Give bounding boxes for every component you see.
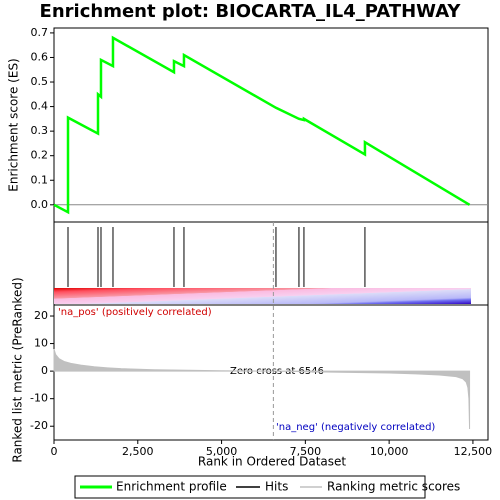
metric-area (53, 348, 471, 429)
y-tick-label: 20 (34, 309, 48, 322)
y-tick-label: -20 (30, 419, 48, 432)
pos-label: 'na_pos' (positively correlated) (58, 307, 212, 318)
y-tick-label: 0.5 (31, 75, 49, 88)
y-tick-label: 0.6 (31, 50, 49, 63)
legend-label: Hits (265, 480, 288, 494)
metric-panel (53, 304, 489, 441)
x-tick-label: 5,000 (206, 445, 238, 458)
y-axis-label: Enrichment score (ES) (7, 58, 21, 191)
legend-label: Enrichment profile (116, 480, 227, 494)
y-tick-label: 0.2 (31, 149, 49, 162)
y-axis-label: Ranked list metric (PreRanked) (11, 277, 25, 462)
x-tick-label: 0 (51, 445, 58, 458)
y-tick-label: 0.7 (31, 26, 49, 39)
rank-color-bar (54, 288, 471, 304)
x-axis-label: Rank in Ordered Dataset (198, 455, 346, 469)
y-tick-label: 0 (41, 364, 48, 377)
y-tick-label: -10 (30, 392, 48, 405)
x-tick-label: 2,500 (122, 445, 154, 458)
y-tick-label: 0.0 (31, 198, 49, 211)
chart-title: Enrichment plot: BIOCARTA_IL4_PATHWAY (40, 1, 462, 22)
y-tick-label: 0.4 (31, 100, 49, 113)
es-panel (53, 27, 489, 223)
x-tick-label: 7,500 (290, 445, 322, 458)
y-tick-label: 0.3 (31, 124, 49, 137)
legend-label: Ranking metric scores (327, 480, 460, 494)
x-tick-label: 12,500 (454, 445, 493, 458)
x-tick-label: 10,000 (370, 445, 409, 458)
enrichment-profile (53, 35, 471, 215)
y-tick-label: 10 (34, 337, 48, 350)
neg-label: 'na_neg' (negatively correlated) (276, 422, 435, 433)
y-tick-label: 0.1 (31, 173, 49, 186)
